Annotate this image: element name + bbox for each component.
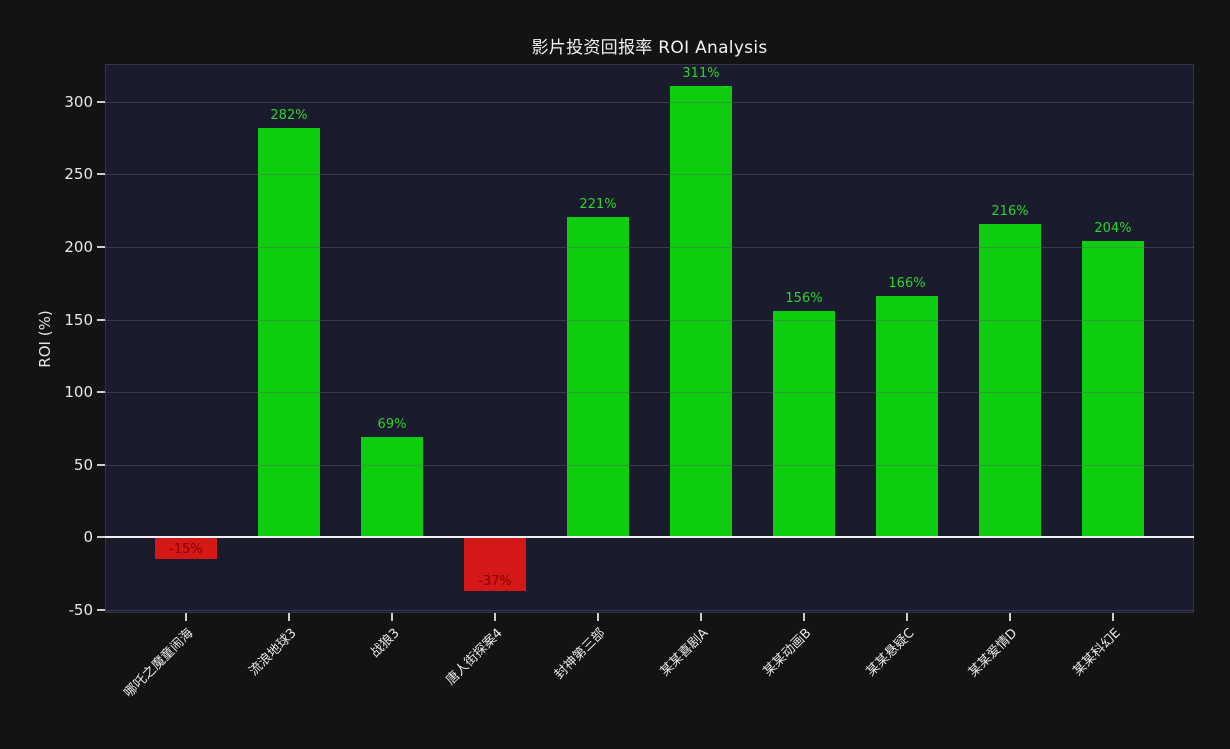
bar: [670, 85, 732, 538]
x-tick-mark: [185, 613, 187, 621]
x-tick-label: 唐人街探案4: [443, 625, 506, 689]
gridline: [105, 610, 1194, 612]
x-tick-label: 某某动画B: [760, 625, 815, 680]
x-tick-label: 流浪地球3: [246, 625, 300, 680]
bar: [979, 223, 1041, 538]
x-tick-label: 哪吒之魔童闹海: [121, 625, 197, 701]
bar-value-label: 156%: [785, 290, 823, 306]
gridline: [105, 174, 1194, 176]
bar-value-label: 311%: [682, 65, 720, 81]
bar-value-label: -37%: [478, 574, 512, 590]
chart-title: 影片投资回报率 ROI Analysis: [531, 38, 768, 58]
y-tick-mark: [97, 318, 105, 321]
x-tick-label: 某某悬疑C: [863, 625, 918, 680]
x-tick-mark: [288, 613, 290, 621]
gridline: [105, 392, 1194, 394]
bar-value-label: 69%: [377, 417, 407, 433]
bar: [1082, 241, 1144, 538]
bar: [567, 216, 629, 538]
x-tick-label: 某某喜剧A: [657, 625, 712, 680]
zero-line: [105, 536, 1194, 539]
bar: [155, 537, 217, 560]
bar-value-label: 216%: [991, 203, 1029, 219]
y-tick-mark: [97, 609, 105, 612]
y-tick-mark: [97, 536, 105, 539]
bar: [464, 537, 526, 592]
y-tick-mark: [97, 246, 105, 248]
y-tick-label: 50: [73, 455, 93, 474]
x-tick-mark: [906, 613, 908, 621]
y-tick-label: 0: [83, 528, 93, 547]
y-tick-label: 300: [64, 92, 93, 111]
y-tick-label: 200: [64, 238, 93, 256]
x-tick-mark: [700, 613, 702, 621]
y-tick-mark: [97, 173, 105, 176]
x-tick-mark: [391, 613, 393, 621]
bar: [773, 310, 835, 538]
y-tick-mark: [97, 463, 105, 466]
y-tick-label: 100: [64, 383, 93, 402]
y-tick-label: -50: [68, 601, 94, 620]
x-tick-label: 封神第三部: [551, 625, 609, 683]
x-tick-mark: [1112, 613, 1114, 621]
bar: [876, 296, 938, 538]
gridline: [105, 319, 1194, 321]
bar: [258, 127, 320, 538]
gridline: [105, 101, 1194, 103]
bar-value-label: 204%: [1094, 221, 1132, 237]
x-tick-mark: [597, 613, 599, 621]
gridline: [105, 247, 1194, 248]
x-tick-label: 某某爱情D: [965, 625, 1021, 681]
y-tick-mark: [97, 100, 105, 103]
bar: [361, 437, 423, 538]
x-tick-mark: [494, 613, 496, 621]
bar-value-label: -15%: [169, 542, 203, 558]
y-tick-label: 150: [64, 310, 93, 329]
y-tick-label: 250: [64, 165, 93, 184]
x-tick-label: 某某科幻E: [1070, 625, 1124, 680]
bar-value-label: 282%: [270, 107, 308, 123]
gridline: [105, 464, 1194, 466]
x-tick-label: 战狼3: [367, 625, 403, 661]
x-tick-mark: [1009, 613, 1011, 621]
x-tick-mark: [803, 613, 805, 621]
y-tick-mark: [97, 391, 105, 394]
bar-value-label: 221%: [579, 196, 617, 212]
bar-value-label: 166%: [888, 276, 926, 292]
